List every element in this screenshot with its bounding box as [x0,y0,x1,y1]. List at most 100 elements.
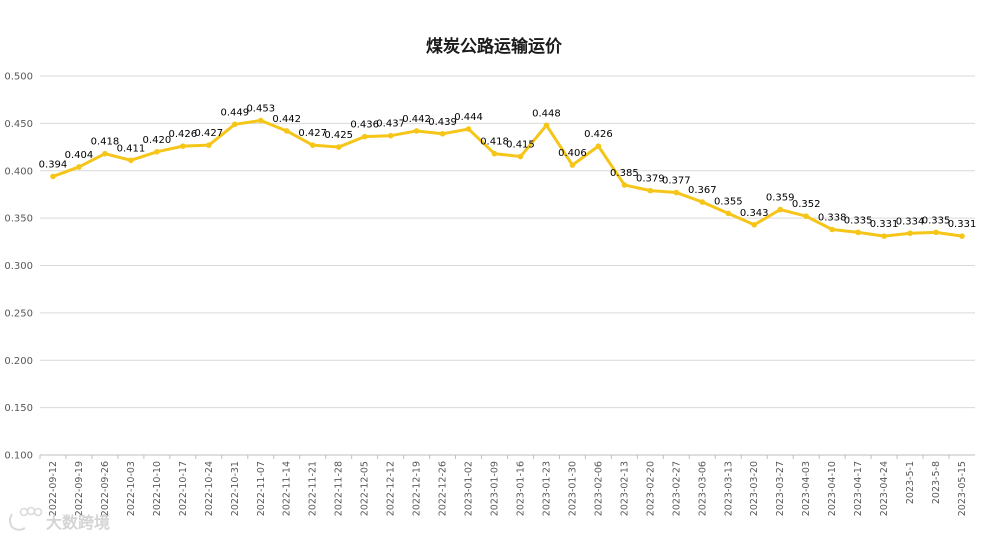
x-tick-label: 2023-5-1 [905,461,916,504]
y-tick-label: 0.500 [4,72,33,83]
data-point [543,122,550,129]
data-label: 0.394 [39,159,68,170]
data-label: 0.377 [662,176,691,187]
data-point [907,230,913,237]
data-label: 0.334 [896,216,925,227]
data-label: 0.411 [117,143,146,154]
data-point [335,144,342,150]
x-tick-label: 2023-01-09 [490,461,501,516]
data-point [413,128,420,134]
x-tick-label: 2023-03-27 [775,461,786,516]
data-label: 0.355 [714,196,743,207]
data-label: 0.426 [169,129,198,140]
data-point [829,226,835,233]
x-tick-label: 2023-02-27 [671,461,682,516]
data-point-markers [50,117,965,239]
data-label: 0.453 [246,104,275,115]
x-tick-label: 2022-12-05 [360,461,371,516]
watermark-logo-icon [9,506,43,531]
x-tick-label: 2022-12-26 [438,461,449,516]
data-point [180,143,186,149]
data-label: 0.420 [143,135,172,146]
x-tick-label: 2023-02-06 [593,461,604,516]
data-point [257,117,264,124]
data-point [673,189,680,196]
x-tick-label: 2023-03-13 [723,461,734,516]
data-label: 0.415 [506,140,535,151]
data-point [102,150,108,157]
data-label: 0.331 [870,219,899,230]
x-tick-label: 2022-11-14 [282,461,293,516]
data-point [231,121,238,128]
data-point [855,229,861,236]
watermark-text: 大数跨境 [46,513,110,532]
data-label: 0.426 [584,129,613,140]
y-tick-label: 0.300 [4,261,33,272]
x-tick-label: 2022-11-21 [308,461,319,516]
data-label: 0.367 [688,185,717,196]
x-tick-label: 2023-02-13 [619,461,630,516]
x-tick-label: 2023-04-17 [853,461,864,516]
data-label: 0.359 [766,193,795,204]
data-label: 0.436 [350,120,379,131]
data-label: 0.385 [610,168,639,179]
x-tick-label: 2022-09-12 [48,461,59,516]
data-point [465,126,472,132]
data-label: 0.439 [428,117,457,128]
data-point [283,128,290,134]
x-tick-label: 2023-01-16 [515,461,526,516]
data-label: 0.442 [402,114,431,125]
data-point [387,132,394,139]
axes [39,454,975,459]
x-tick-label: 2022-10-31 [230,461,241,516]
data-label: 0.331 [948,219,977,230]
data-point [517,153,524,160]
x-tick-label: 2023-02-20 [645,461,656,516]
data-point [491,150,498,157]
x-tick-label: 2022-10-10 [152,461,163,516]
data-point [959,233,965,239]
data-labels: 0.3940.4040.4180.4110.4200.4260.4270.449… [39,104,977,231]
x-tick-label: 2022-12-12 [386,461,397,516]
data-label: 0.448 [532,108,561,119]
data-point [439,130,446,137]
x-tick-label: 2023-04-03 [801,461,812,516]
data-label: 0.437 [376,119,405,130]
x-tick-label: 2022-11-07 [256,461,267,516]
data-label: 0.404 [65,150,94,161]
data-point [569,162,576,168]
x-tick-label: 2023-05-15 [957,461,968,516]
y-tick-label: 0.100 [4,451,33,462]
data-label: 0.418 [91,137,120,148]
data-label: 0.444 [454,112,483,123]
data-point [76,164,82,170]
x-tick-label: 2022-10-17 [178,461,189,516]
y-tick-label: 0.350 [4,214,33,225]
x-tick-label: 2023-01-23 [541,461,552,516]
chart-title: 煤炭公路运输运价 [426,36,563,57]
x-tick-label: 2023-01-30 [567,461,578,516]
y-axis-tick-labels: 0.100 0.150 0.200 0.250 0.300 0.350 0.400 0.450… [4,72,33,462]
x-tick-label: 2022-09-26 [100,461,111,516]
data-label: 0.427 [194,128,223,139]
gridlines [40,75,975,456]
y-tick-label: 0.450 [4,119,33,130]
data-point [309,142,316,148]
data-point [154,149,160,155]
data-label: 0.418 [480,137,509,148]
x-tick-label: 2022-11-28 [334,461,345,516]
x-tick-label: 2023-04-24 [879,461,890,516]
data-point [595,143,602,149]
x-tick-label: 2022-10-24 [204,461,215,516]
data-label: 0.442 [272,114,301,125]
x-tick-label: 2023-04-10 [827,461,838,516]
y-tick-label: 0.250 [4,308,33,319]
x-axis-tick-labels: 2022-09-12 2022-09-19 2022-09-26 2022-10-03… [48,461,968,516]
x-tick-label: 2022-12-19 [412,461,423,516]
data-label: 0.449 [220,107,249,118]
watermark: 大数跨境 [9,506,110,532]
series-line [51,119,964,238]
data-point [699,199,706,205]
x-tick-label: 2023-5-8 [931,461,942,504]
